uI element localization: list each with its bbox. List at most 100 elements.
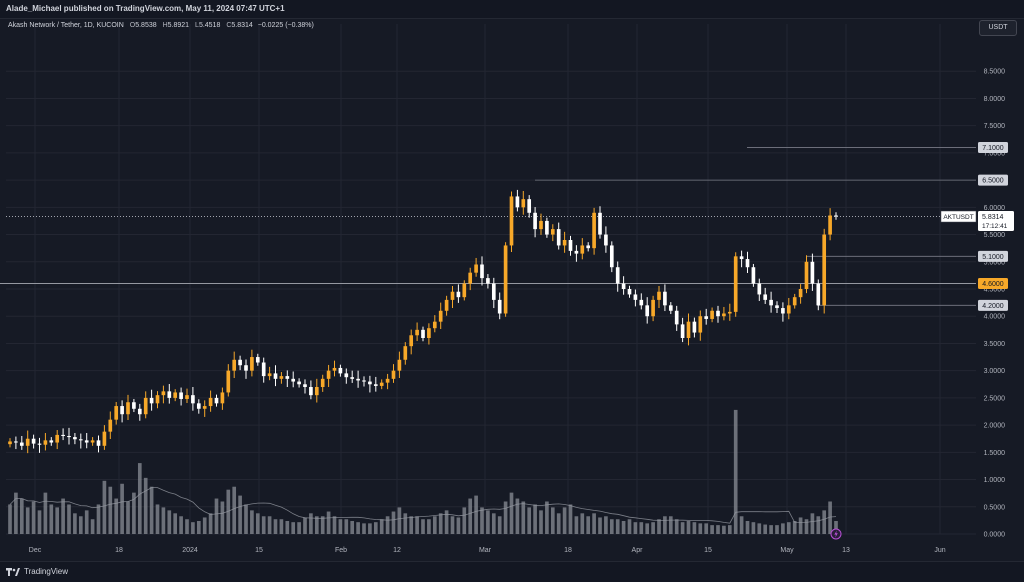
volume-bar — [438, 513, 443, 534]
candle-body — [220, 392, 225, 404]
volume-bar — [739, 516, 744, 534]
y-tick-label: 3.0000 — [984, 368, 1006, 375]
volume-bar — [273, 519, 278, 534]
candle-body — [763, 294, 768, 300]
volume-bar — [303, 517, 307, 534]
volume-bar — [185, 519, 189, 534]
volume-bar — [786, 522, 791, 534]
candle-body — [462, 283, 467, 298]
volume-bar — [704, 523, 709, 534]
volume-bar — [261, 516, 266, 534]
candle-body — [509, 196, 514, 246]
candle-body — [409, 335, 414, 347]
volume-bar — [161, 507, 166, 534]
volume-ma-line — [9, 487, 837, 524]
x-tick-label: 18 — [115, 547, 123, 554]
candle-body — [25, 438, 30, 446]
volume-bar — [132, 492, 136, 534]
candle-body — [303, 384, 307, 387]
volume-bar — [710, 525, 714, 534]
y-tick-label: 2.5000 — [984, 395, 1006, 402]
candle-body — [450, 291, 455, 300]
volume-bar — [173, 513, 178, 534]
volume-bar — [680, 522, 685, 534]
y-tick-label: 3.5000 — [984, 341, 1006, 348]
candle-body — [191, 395, 195, 404]
volume-bar — [155, 504, 160, 534]
volume-bar — [61, 498, 65, 534]
candle-body — [704, 316, 709, 319]
level-tag — [978, 250, 1008, 262]
volume-bar — [645, 523, 650, 534]
volume-bar — [126, 501, 130, 534]
price-tag-countdown: 17:12:41 — [982, 223, 1008, 230]
volume-bar — [143, 477, 148, 534]
symbol-tag-text: AKTUSDT — [943, 214, 973, 221]
volume-bar — [8, 504, 12, 534]
candle-body — [651, 299, 655, 317]
candle-body — [332, 367, 337, 371]
candle-body — [362, 380, 366, 382]
volume-bar — [810, 513, 815, 534]
volume-bar — [657, 519, 661, 534]
currency-button[interactable]: USDT — [979, 20, 1017, 36]
candle-body — [55, 434, 60, 443]
candle-body — [491, 283, 496, 300]
price-tag — [978, 211, 1014, 232]
candle-body — [179, 392, 183, 399]
volume-bar — [586, 516, 591, 534]
candle-body — [19, 442, 24, 446]
candle-body — [598, 212, 602, 235]
volume-bar — [427, 519, 431, 534]
volume-bar — [775, 525, 779, 534]
low-value: 5.4518 — [198, 22, 221, 29]
volume-bar — [609, 519, 614, 534]
volume-bar — [415, 516, 419, 534]
volume-bar — [722, 525, 726, 534]
volume-bar — [196, 521, 201, 534]
candle-body — [722, 313, 726, 317]
volume-bar — [31, 501, 36, 534]
x-tick-label: May — [780, 547, 794, 554]
volume-bar — [90, 519, 95, 534]
candle-body — [580, 245, 585, 254]
volume-bar — [78, 516, 83, 534]
candle-body — [515, 196, 520, 208]
candle-body — [539, 220, 543, 230]
candle-body — [391, 370, 396, 379]
volume-bar — [37, 510, 42, 534]
volume-bar — [491, 513, 496, 534]
volume-bar — [55, 507, 60, 534]
volume-bar — [114, 498, 119, 534]
candle-body — [250, 357, 254, 371]
candle-body — [621, 283, 626, 289]
volume-bar — [309, 513, 313, 534]
x-tick-label: Jun — [934, 547, 945, 554]
volume-bar — [621, 521, 626, 534]
y-tick-label: 5.5000 — [984, 232, 1006, 239]
volume-bar — [326, 511, 331, 534]
volume-bar — [232, 486, 237, 534]
candle-body — [674, 310, 679, 325]
candle-body — [592, 212, 596, 249]
brand-name: TradingView — [24, 567, 69, 576]
candle-body — [149, 397, 154, 404]
volume-bar — [556, 513, 561, 534]
candle-body — [208, 397, 213, 407]
candle-body — [556, 229, 561, 246]
volume-bar — [834, 521, 838, 534]
candle-body — [745, 259, 750, 268]
candle-body — [185, 395, 189, 399]
volume-bar — [668, 516, 673, 534]
candle-body — [792, 297, 797, 306]
candle-body — [692, 321, 697, 333]
y-tick-label: 7.5000 — [984, 123, 1006, 130]
candle-body — [686, 321, 691, 338]
x-tick-label: 2024 — [182, 547, 198, 554]
candle-body — [161, 391, 166, 396]
volume-bar — [226, 489, 231, 534]
volume-bar — [474, 495, 478, 534]
candle-body — [810, 261, 815, 284]
candle-body — [132, 402, 136, 409]
